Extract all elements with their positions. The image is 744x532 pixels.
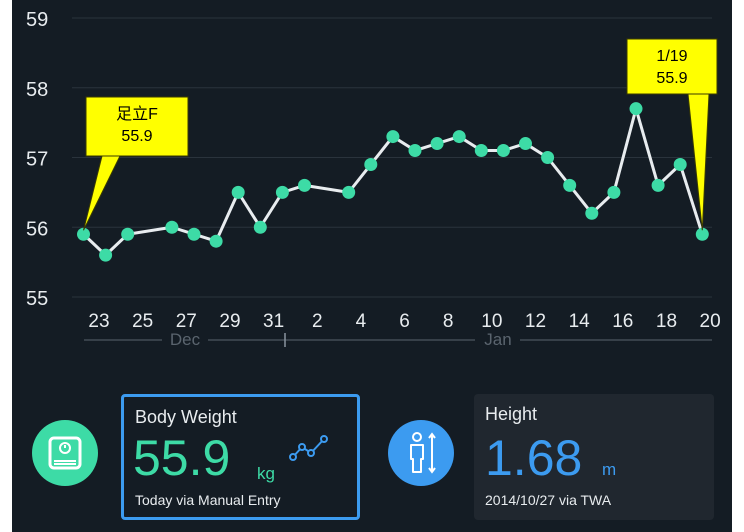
- x-tick-label: 31: [263, 311, 284, 332]
- x-tick-label: 20: [700, 311, 721, 332]
- y-tick-label: 56: [26, 218, 48, 240]
- data-point[interactable]: [607, 185, 621, 199]
- callout-tail: [83, 155, 121, 231]
- height-unit: m: [602, 460, 617, 479]
- data-point[interactable]: [452, 130, 466, 144]
- callout-text: 55.9: [121, 128, 152, 145]
- data-point[interactable]: [430, 137, 444, 151]
- data-point[interactable]: [519, 137, 532, 151]
- body-weight-title: Body Weight: [135, 407, 237, 427]
- callout-box: [85, 96, 189, 157]
- callout-text: 足立F: [116, 105, 158, 123]
- data-point[interactable]: [77, 227, 90, 241]
- scale-icon-button[interactable]: [32, 420, 98, 486]
- data-point[interactable]: [474, 144, 488, 158]
- data-point[interactable]: [99, 248, 113, 262]
- data-point[interactable]: [585, 206, 599, 220]
- month-label: Jan: [484, 330, 511, 349]
- data-point[interactable]: [165, 220, 179, 234]
- body-weight-source: Today via Manual Entry: [135, 492, 281, 508]
- y-tick-label: 55: [26, 288, 48, 310]
- height-source: 2014/10/27 via TWA: [485, 492, 612, 508]
- data-point[interactable]: [187, 227, 201, 241]
- callout-text: 1/19: [656, 48, 687, 65]
- data-point[interactable]: [386, 130, 400, 144]
- body-weight-value: 55.9: [133, 430, 231, 486]
- data-point[interactable]: [209, 234, 223, 248]
- health-screen: 59 58 57 56 55 23 25 27 29 31 2 4 6 8 10 12 14 16 18 20 Dec J…: [12, 0, 732, 532]
- x-tick-label: 16: [612, 311, 633, 332]
- y-tick-label: 57: [26, 149, 48, 171]
- month-label: Dec: [170, 330, 201, 349]
- data-point[interactable]: [275, 185, 289, 199]
- y-tick-label: 59: [26, 9, 48, 31]
- x-tick-label: 29: [219, 311, 240, 332]
- x-tick-label: 8: [443, 311, 454, 332]
- data-point[interactable]: [298, 178, 311, 192]
- x-tick-label: 6: [399, 311, 410, 332]
- x-tick-label: 12: [525, 311, 546, 332]
- data-point[interactable]: [541, 151, 555, 164]
- person-height-icon: [410, 432, 436, 474]
- data-point[interactable]: [364, 157, 378, 171]
- x-tick-label: 10: [481, 311, 502, 332]
- data-point[interactable]: [231, 185, 245, 199]
- callout-tail: [687, 93, 710, 231]
- height-value: 1.68: [485, 430, 583, 486]
- trend-line-icon: [289, 435, 328, 461]
- data-point[interactable]: [695, 227, 709, 241]
- x-tick-label: 18: [656, 311, 677, 332]
- x-tick-label: 14: [569, 311, 591, 332]
- x-tick-label: 2: [312, 311, 323, 332]
- data-point[interactable]: [496, 144, 510, 158]
- height-title: Height: [485, 404, 538, 424]
- x-tick-label: 27: [176, 311, 197, 332]
- data-point[interactable]: [253, 220, 267, 234]
- data-point[interactable]: [121, 227, 135, 241]
- callout-text: 55.9: [656, 70, 687, 87]
- weight-chart[interactable]: 59 58 57 56 55 23 25 27 29 31 2 4 6 8 10 12 14 16 18 20 Dec J…: [12, 0, 732, 360]
- body-weight-card[interactable]: Body Weight 55.9 kg Today via Manual Ent…: [121, 394, 360, 520]
- callout-box: [626, 38, 718, 95]
- height-card[interactable]: Height 1.68 m 2014/10/27 via TWA: [474, 394, 714, 520]
- person-height-icon-button[interactable]: [388, 420, 454, 486]
- x-tick-label: 25: [132, 311, 153, 332]
- data-point[interactable]: [629, 102, 643, 116]
- scale-icon: [48, 436, 82, 470]
- body-weight-unit: kg: [257, 464, 275, 483]
- x-tick-label: 23: [88, 311, 109, 332]
- data-point[interactable]: [651, 178, 665, 192]
- x-tick-label: 4: [356, 311, 367, 332]
- data-point[interactable]: [342, 185, 356, 199]
- data-point[interactable]: [673, 157, 687, 171]
- y-tick-label: 58: [26, 79, 48, 101]
- data-point[interactable]: [563, 178, 577, 192]
- data-point[interactable]: [408, 144, 422, 158]
